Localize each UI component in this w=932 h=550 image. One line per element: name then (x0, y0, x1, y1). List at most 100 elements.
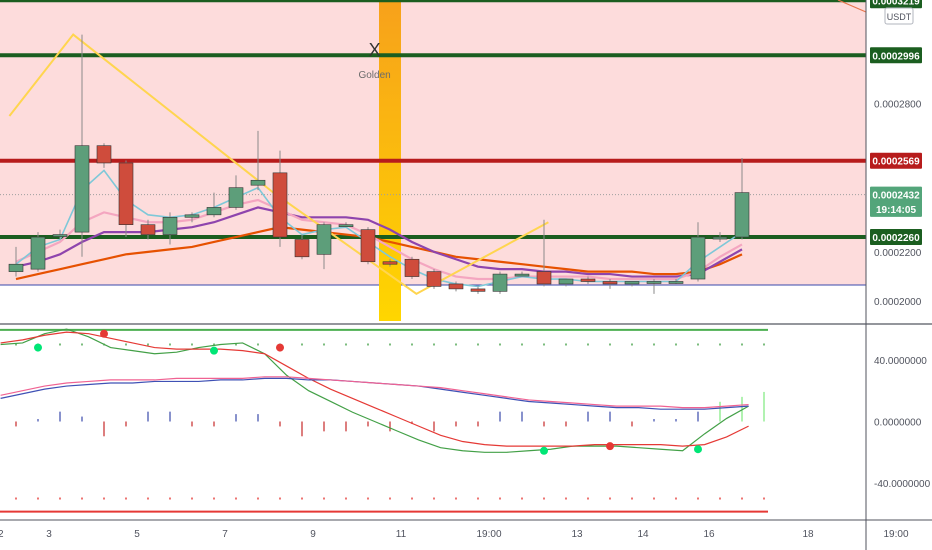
price-tag-label-0: 0.0003219 (872, 0, 920, 7)
candle-body-4 (96, 145, 112, 164)
dotted-mark-1-19 (433, 497, 435, 500)
dotted-mark-0-13 (301, 343, 303, 346)
price-tag-box-1 (870, 47, 922, 64)
dotted-mark-0-7 (169, 343, 171, 346)
time-tick-label-6: 13 (571, 529, 583, 540)
oscillator-series-1 (0, 331, 749, 447)
dotted-mark-0-27 (609, 343, 611, 346)
dotted-mark-0-5 (125, 343, 127, 346)
candle-body-31 (690, 236, 706, 280)
dotted-mark-0-31 (697, 343, 699, 346)
time-tick-label-2: 7 (222, 529, 228, 540)
dotted-mark-0-19 (433, 343, 435, 346)
dotted-mark-0-29 (653, 343, 655, 346)
price-tag-box-5 (870, 229, 922, 246)
moving-average-3 (15, 169, 743, 288)
dotted-mark-1-3 (81, 497, 83, 500)
dotted-mark-1-14 (323, 497, 325, 500)
candle-body-23 (514, 273, 530, 277)
candle-body-5 (118, 162, 134, 226)
dotted-mark-1-23 (521, 497, 523, 500)
dotted-mark-1-32 (719, 497, 721, 500)
price-tag-label-3: 0.0002432 (872, 191, 920, 202)
currency-badge: USDT (887, 12, 912, 22)
dotted-mark-1-10 (235, 497, 237, 500)
signal-dot-0 (34, 343, 42, 352)
candle-body-25 (558, 278, 574, 285)
candle-body-15 (338, 224, 354, 227)
dotted-mark-1-15 (345, 497, 347, 500)
time-tick-label-4: 11 (396, 529, 407, 540)
signal-dot-2 (210, 346, 218, 355)
dotted-mark-1-24 (543, 497, 545, 500)
price-tag-label-5: 0.0002260 (872, 233, 920, 244)
time-tick-edge: 2 (0, 529, 4, 540)
dotted-mark-0-16 (367, 343, 369, 346)
candle-body-10 (228, 187, 244, 208)
currency-badge-box (884, 7, 914, 25)
moving-average-1 (15, 206, 743, 278)
dotted-mark-0-23 (521, 343, 523, 346)
dotted-mark-0-34 (763, 343, 765, 346)
dotted-mark-0-33 (741, 343, 743, 346)
candle-body-12 (272, 172, 288, 238)
signal-dot-3 (276, 343, 284, 352)
dotted-mark-0-9 (213, 343, 215, 346)
golden-label: Golden (358, 70, 390, 81)
candle-body-17 (382, 261, 398, 265)
dotted-mark-0-18 (411, 343, 413, 346)
dotted-mark-1-13 (301, 497, 303, 500)
candle-body-20 (448, 283, 464, 290)
oscillator-tick-label-1: 0.0000000 (874, 418, 922, 429)
time-tick-label-1: 5 (134, 529, 140, 540)
price-plot: X Golden (0, 0, 867, 296)
candle-body-16 (360, 229, 376, 263)
candle-body-27 (602, 281, 618, 285)
candle-body-7 (162, 216, 178, 235)
candle-body-1 (30, 236, 46, 270)
dotted-mark-0-11 (257, 343, 259, 346)
candle-body-29 (646, 281, 662, 284)
dotted-mark-0-28 (631, 343, 633, 346)
signal-dot-6 (694, 445, 702, 454)
dotted-mark-1-20 (455, 497, 457, 500)
price-tag-box-3 (870, 186, 922, 203)
dotted-mark-1-16 (367, 497, 369, 500)
price-tag-label-2: 0.0002569 (872, 157, 920, 168)
dotted-mark-1-26 (587, 497, 589, 500)
candle-body-14 (316, 224, 332, 255)
price-tag-0: 0.0003219 (870, 0, 922, 9)
dotted-mark-0-6 (147, 343, 149, 346)
dotted-mark-1-9 (213, 497, 215, 500)
candle-body-0 (8, 263, 24, 272)
candle-body-26 (580, 278, 596, 282)
oscillator-plot (0, 328, 768, 513)
dotted-mark-1-1 (37, 497, 39, 500)
dotted-mark-0-20 (455, 343, 457, 346)
dotted-mark-1-2 (59, 497, 61, 500)
dotted-mark-0-14 (323, 343, 325, 346)
candle-body-24 (536, 271, 552, 285)
price-tags: 0.0003219 0.0002996 0.0002569 0.0002432 19:1… (870, 0, 922, 246)
dotted-mark-1-8 (191, 497, 193, 500)
candle-body-13 (294, 239, 310, 258)
dotted-mark-1-33 (741, 497, 743, 500)
time-tick-label-7: 14 (637, 529, 649, 540)
dotted-mark-1-30 (675, 497, 677, 500)
price-tag-4: 19:14:05 (870, 200, 922, 217)
dotted-mark-1-21 (477, 497, 479, 500)
candle-body-32 (712, 236, 728, 240)
candle-body-2 (52, 234, 68, 237)
dotted-mark-1-18 (411, 497, 413, 500)
price-tag-box-4 (870, 200, 922, 217)
dotted-mark-0-2 (59, 343, 61, 346)
price-tag-1: 0.0002996 (870, 47, 922, 64)
time-tick-label-5: 19:00 (476, 529, 501, 540)
candle-body-6 (140, 224, 156, 235)
dotted-mark-1-5 (125, 497, 127, 500)
dotted-mark-0-17 (389, 343, 391, 346)
candle-body-28 (624, 281, 640, 285)
candle-body-9 (206, 207, 222, 216)
